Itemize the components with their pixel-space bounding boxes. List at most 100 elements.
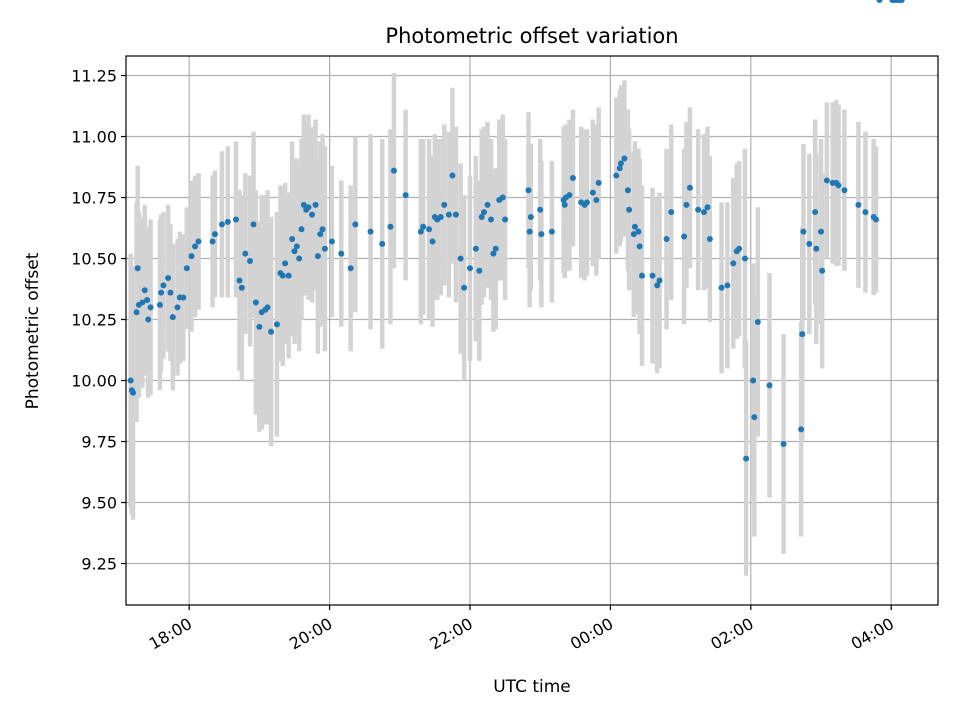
data-point [314,253,321,260]
data-point [188,253,195,260]
data-point [527,214,534,221]
data-point [730,260,737,267]
data-point [595,179,602,186]
data-point [250,221,257,228]
y-tick-label: 10.25 [71,311,117,330]
data-point [835,182,842,189]
data-point [309,211,316,218]
data-point [872,216,879,223]
data-point [293,243,300,250]
data-point [183,265,190,272]
data-point [429,238,436,245]
data-point [133,309,140,316]
data-point [819,267,826,274]
chart-title: Photometric offset variation [385,24,678,48]
data-point [613,172,620,179]
y-axis-title: Photometric offset [23,252,43,409]
data-point [631,223,638,230]
data-point [130,389,137,396]
data-point [291,248,298,255]
data-point [139,299,146,306]
data-point [445,211,452,218]
data-point [472,245,479,252]
data-point [426,226,433,233]
data-point [617,160,624,167]
data-point [636,243,643,250]
data-point [724,282,731,289]
data-point [898,0,905,3]
data-point [526,228,533,235]
data-point [127,377,134,384]
data-point [209,238,216,245]
data-point [144,297,151,303]
data-point [800,228,807,235]
data-point [160,282,167,289]
data-point [252,299,259,306]
data-point [798,426,805,433]
data-point [317,231,324,238]
data-point [686,184,693,191]
data-point [663,236,670,242]
plot-frame [125,55,939,606]
data-point [165,275,172,282]
data-point [812,209,819,216]
data-point [683,201,690,208]
y-axis: 9.25 9.50 9.75 10.00 10.25 10.50 10.75 11.00 11.… [71,67,126,574]
data-point [566,192,573,199]
data-point [195,238,202,245]
y-tick-label: 9.50 [81,494,117,513]
data-point [484,201,491,208]
data-point [695,206,702,213]
data-point [700,209,707,216]
data-point [457,255,464,262]
data-point [279,272,286,279]
data-point [656,277,663,284]
data-point [616,165,623,172]
data-point [583,199,590,206]
data-point [134,265,141,272]
data-point [296,255,303,262]
y-tick-label: 10.50 [71,250,117,269]
data-point [766,382,773,389]
data-point [621,155,628,162]
data-point [630,231,637,238]
data-point [449,172,456,179]
data-point [300,201,307,208]
data-point [441,201,448,208]
data-point [379,240,386,247]
data-point [256,323,263,330]
data-point [488,216,495,223]
data-point [247,257,254,264]
data-point [298,226,305,233]
data-point [289,236,296,242]
data-point [525,187,532,194]
data-point [626,206,633,213]
data-point [238,284,245,291]
data-point [282,260,289,267]
data-point [806,240,813,247]
y-tick-label: 10.75 [71,189,117,208]
data-point [841,187,848,194]
data-point [548,228,555,235]
data-point [147,304,154,311]
data-point [813,245,820,252]
data-point [167,289,174,296]
y-tick-label: 9.75 [81,433,117,452]
data-point [823,177,830,184]
data-point [156,301,163,308]
data-point [218,221,225,228]
data-point [321,245,328,252]
data-point [589,189,596,196]
data-point [387,223,394,230]
data-point [799,331,806,338]
data-point [352,221,359,228]
data-point [347,265,354,272]
data-point [718,284,725,291]
data-point [232,216,239,223]
data-point [367,228,374,235]
data-point [743,455,750,462]
data-point [681,233,688,240]
data-point [855,201,862,208]
data-point [236,277,243,284]
data-point [593,196,600,203]
